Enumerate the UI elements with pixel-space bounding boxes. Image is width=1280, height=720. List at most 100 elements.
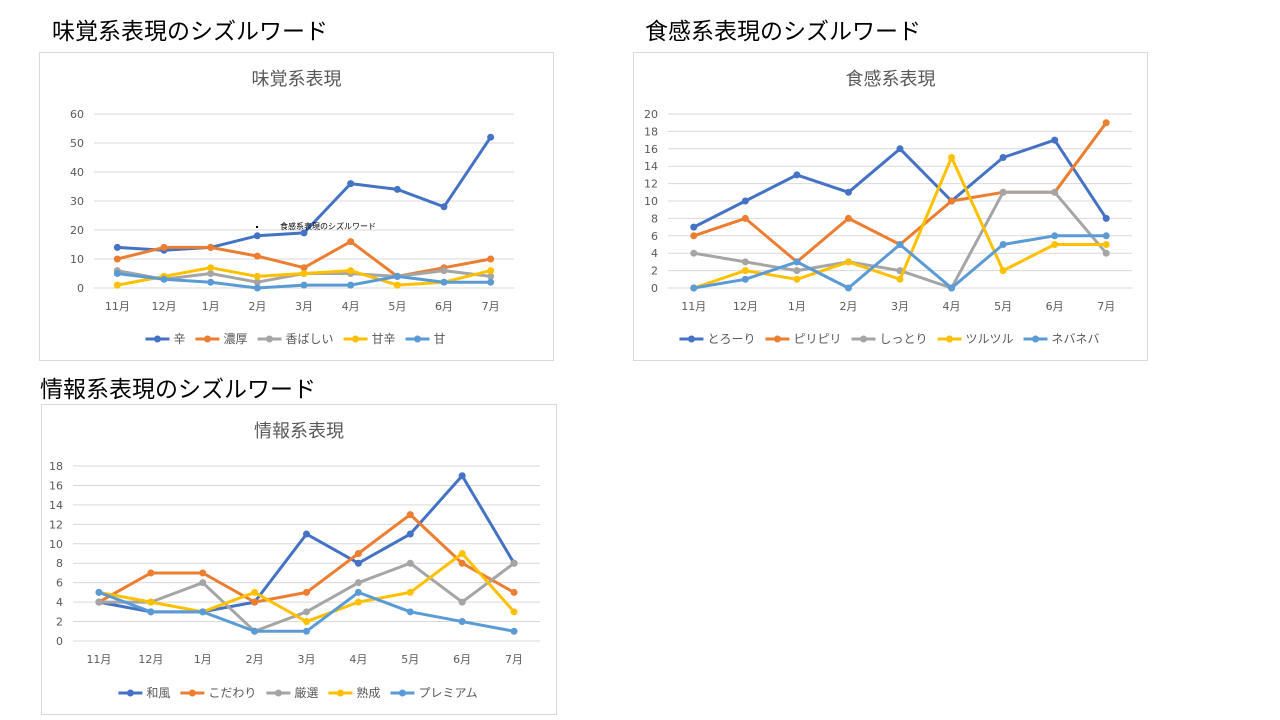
data-point — [347, 180, 355, 188]
y-tick-label: 0 — [651, 282, 658, 295]
data-point — [1102, 241, 1110, 248]
data-point — [354, 559, 362, 567]
legend-swatch-marker — [946, 335, 954, 343]
data-point — [948, 284, 956, 292]
data-point — [844, 188, 852, 196]
data-point — [253, 284, 261, 292]
data-point — [95, 588, 103, 596]
data-point — [741, 267, 749, 275]
legend-swatch-marker — [188, 689, 196, 697]
data-point — [690, 249, 698, 257]
legend-swatch-marker — [274, 689, 282, 697]
x-tick-label: 4月 — [342, 300, 360, 313]
y-tick-label: 20 — [70, 224, 84, 237]
data-point — [393, 185, 401, 193]
x-tick-label: 1月 — [194, 653, 212, 666]
legend-label: とろーり — [707, 332, 755, 346]
data-point — [406, 608, 414, 616]
data-point — [844, 258, 852, 266]
legend-swatch-marker — [153, 335, 161, 343]
x-tick-label: 11月 — [86, 653, 111, 666]
bullet-dot — [256, 225, 258, 228]
x-tick-label: 6月 — [435, 300, 453, 313]
legend-label: こだわり — [208, 686, 256, 700]
data-point — [113, 281, 121, 289]
data-point — [354, 598, 362, 606]
x-tick-label: 1月 — [788, 300, 806, 313]
y-tick-label: 4 — [56, 596, 63, 609]
data-point — [793, 258, 801, 266]
data-point — [303, 588, 310, 596]
data-point — [300, 264, 308, 272]
data-point — [487, 278, 495, 286]
legend-swatch-marker — [687, 335, 695, 343]
data-point — [510, 559, 518, 567]
y-tick-label: 0 — [56, 635, 63, 648]
x-tick-label: 2月 — [248, 300, 266, 313]
x-tick-label: 6月 — [453, 653, 471, 666]
data-point — [207, 243, 215, 251]
data-point — [440, 203, 448, 211]
legend-swatch-marker — [126, 689, 134, 697]
data-point — [147, 598, 155, 606]
legend-label: 濃厚 — [223, 332, 247, 346]
legend-label: しっとり — [879, 332, 927, 346]
data-point — [1102, 119, 1110, 127]
data-point — [793, 267, 801, 275]
legend-label: 和風 — [146, 686, 170, 700]
x-tick-label: 12月 — [152, 300, 177, 313]
legend-swatch-marker — [265, 335, 273, 343]
data-point — [896, 241, 904, 248]
y-tick-label: 14 — [49, 499, 63, 512]
y-tick-label: 4 — [651, 247, 658, 260]
y-tick-label: 30 — [70, 195, 84, 208]
chart-svg: 情報系表現 0 2 4 6 8 10 12 14 16 18 11月 12月 1月 2月 3月 4月 5月 6月 7月… — [49, 421, 540, 700]
data-point — [458, 618, 466, 626]
data-point — [690, 232, 698, 240]
legend-label: 甘辛 — [372, 332, 396, 346]
data-point — [896, 275, 904, 283]
x-tick-label: 3月 — [891, 300, 909, 313]
data-point — [510, 627, 518, 635]
data-point — [199, 608, 207, 616]
data-point — [1051, 136, 1059, 144]
data-point — [1102, 214, 1110, 222]
data-point — [690, 223, 698, 231]
y-tick-label: 16 — [644, 143, 658, 156]
data-point — [300, 229, 308, 237]
legend-swatch-marker — [352, 335, 360, 343]
heading-info: 情報系表現のシズルワード — [40, 377, 316, 403]
data-point — [207, 278, 215, 286]
data-point — [510, 588, 518, 596]
data-point — [147, 569, 155, 577]
data-point — [207, 270, 215, 277]
legend-swatch-marker — [398, 689, 406, 697]
data-point — [303, 618, 310, 626]
data-point — [1051, 232, 1059, 240]
data-point — [793, 275, 801, 283]
data-point — [347, 238, 355, 246]
data-point — [300, 270, 308, 277]
data-point — [741, 197, 749, 205]
data-point — [354, 579, 362, 587]
y-tick-label: 10 — [49, 538, 63, 551]
y-tick-label: 50 — [70, 137, 84, 150]
data-point — [458, 598, 466, 606]
data-point — [199, 569, 207, 577]
x-tick-label: 3月 — [298, 653, 316, 666]
y-tick-label: 0 — [77, 282, 84, 295]
y-tick-label: 2 — [651, 265, 658, 278]
data-point — [844, 284, 852, 292]
data-point — [354, 588, 362, 596]
chart-title: 味覚系表現 — [252, 69, 342, 90]
data-point — [458, 559, 466, 567]
data-point — [487, 272, 495, 280]
chart-info: 情報系表現 0 2 4 6 8 10 12 14 16 18 11月 12月 1月 2月 3月 4月 5月 6月 7月… — [41, 404, 557, 715]
data-point — [948, 197, 956, 205]
x-tick-label: 5月 — [401, 653, 419, 666]
heading-texture: 食感系表現のシズルワード — [645, 19, 921, 45]
legend-swatch-marker — [414, 335, 422, 343]
data-point — [393, 272, 401, 280]
y-tick-label: 8 — [56, 557, 63, 570]
data-point — [300, 281, 308, 289]
